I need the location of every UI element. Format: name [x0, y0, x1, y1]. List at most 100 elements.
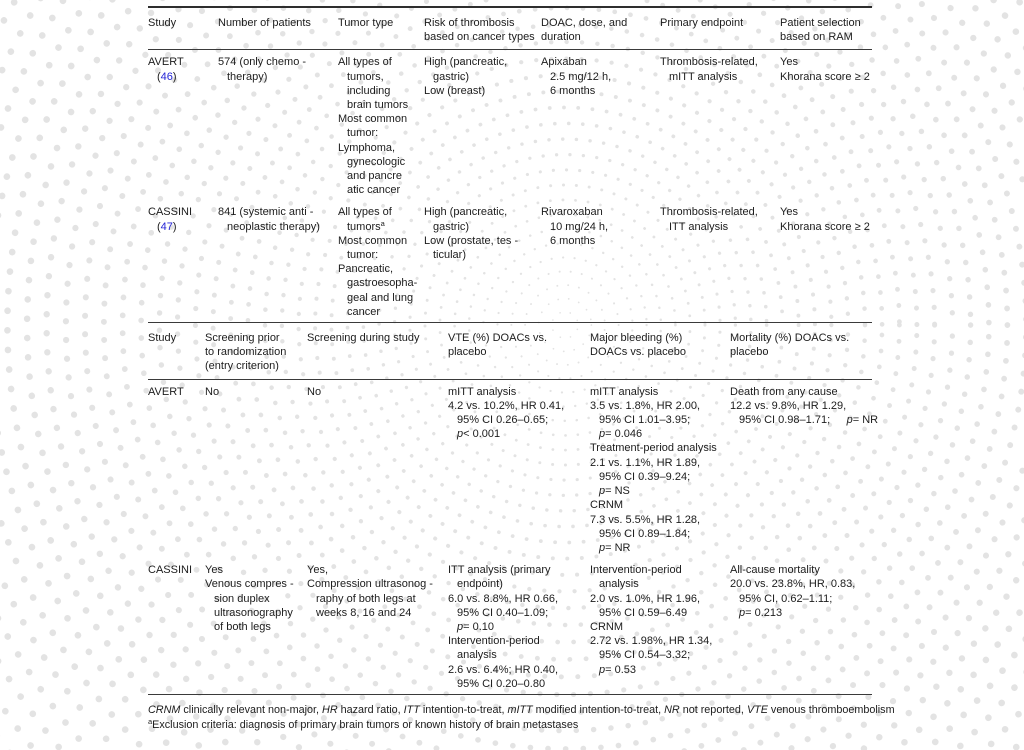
text-line: placebo [730, 346, 769, 359]
column-header: Risk of thrombosis based on cancer types [424, 16, 541, 44]
text-line: Patient selection [780, 17, 861, 29]
column-header: DOAC, dose, and duration [541, 16, 660, 44]
column-header: Tumor type [338, 16, 424, 30]
text-line: Primary endpoint [660, 17, 744, 29]
text-line: AVERT [148, 385, 184, 398]
text-line: 95% CI 0.40–1.09; [457, 606, 549, 619]
text-line: CRNM [590, 620, 623, 633]
table-cell: Thrombosis-related, mITT analysis [660, 55, 780, 83]
trial-design-header-row: Study Number of patients Tumor type Risk of… [148, 8, 872, 49]
text-line: mITT analysis [590, 385, 659, 398]
text-line: Mortality (%) DOACs vs. [730, 332, 850, 345]
text-line: 95% CI, 0.62–1.11; [739, 592, 833, 605]
text-line: Venous compres - [205, 578, 294, 591]
text-line: Screening during study [307, 332, 420, 345]
text-line: 10 mg/24 h, [550, 220, 609, 233]
table-cell: Yes, Compression ultrasonog - raphy of bot… [307, 563, 448, 620]
text-line: CRNM clinically relevant non-major, HR h… [148, 703, 948, 718]
italic-abbreviation: p [599, 663, 606, 676]
text-line: Risk of thrombosis [424, 17, 515, 29]
text-line: Screening prior [205, 332, 280, 345]
text-line: tumor: [347, 249, 379, 262]
text-line: Intervention-period [448, 635, 540, 648]
table-cell: CASSINI (47) [148, 205, 218, 233]
text-segment: Exclusion criteria: diagnosis of primary… [152, 718, 579, 731]
text-line: ultrasonography [214, 606, 293, 619]
table-cell: AVERT [148, 385, 205, 399]
table-row: AVERT (46) 574 (only chemo - therapy) All ty… [148, 50, 872, 200]
text-line: Most common [338, 113, 408, 126]
table-cell: mITT analysis 4.2 vs. 10.2%, HR 0.41, 95% … [448, 385, 590, 442]
text-segment: hazard ratio, [337, 703, 404, 716]
text-line: Rivaroxaban [541, 206, 603, 219]
text-line: of both legs [214, 620, 271, 633]
text-segment: = 0.10 [463, 620, 495, 633]
text-line: Pancreatic, [338, 263, 394, 276]
text-line: 7.3 vs. 5.5%, HR 1.28, [590, 513, 701, 526]
text-segment: = 0.53 [605, 663, 637, 676]
text-segment: intention-to-treat, [419, 703, 508, 716]
text-line: ticular) [433, 249, 467, 262]
text-line: weeks 8, 16 and 24 [316, 606, 412, 619]
text-line: Thrombosis-related, [660, 56, 758, 69]
text-line: gastric) [433, 70, 470, 83]
table-row: CASSINI Yes Venous compres - sion duplex ult… [148, 558, 872, 694]
table-cell: Apixaban 2.5 mg/12 h, 6 months [541, 55, 660, 98]
text-segment: clinically relevant non-major, [180, 703, 323, 716]
column-header: Number of patients [218, 16, 338, 30]
text-line: cancer [347, 305, 381, 318]
text-line: 2.6 vs. 6.4%; HR 0.40, [448, 663, 559, 676]
text-line: therapy) [227, 70, 268, 83]
text-segment: venous thromboembolism [767, 703, 895, 716]
text-line: 95% CI 0.54–3.32; [599, 649, 691, 662]
reference-link[interactable]: 47 [160, 220, 173, 233]
text-line: (entry criterion) [205, 360, 279, 373]
text-line: Khorana score ≥ 2 [780, 220, 870, 233]
text-line: Yes [780, 56, 798, 69]
text-line: mITT analysis [448, 385, 517, 398]
column-header: Screening prior to randomization (entry cr… [205, 331, 307, 374]
text-line: (46) [148, 70, 210, 84]
text-line: and pancre [347, 170, 403, 183]
text-segment: < 0.001 [463, 428, 501, 441]
text-line: tumorsa [338, 218, 416, 234]
column-header: Patient selection based on RAM [780, 16, 872, 44]
table-bottom-rule [148, 693, 872, 695]
table-cell: High (pancreatic, gastric) Low (prostate, … [424, 205, 541, 262]
text-line: 4.2 vs. 10.2%, HR 0.41, [448, 399, 565, 412]
italic-abbreviation: ITT [403, 703, 420, 716]
text-line: atic cancer [347, 184, 401, 197]
column-header: Mortality (%) DOACs vs. placebo [730, 331, 872, 359]
text-line: duration [541, 31, 581, 44]
text-line: No [205, 385, 220, 398]
italic-abbreviation: p [457, 620, 464, 633]
text-line: CASSINI [148, 564, 193, 577]
text-segment: tumors [347, 220, 381, 233]
text-line: p= 0.53 [590, 663, 722, 677]
table-cell: 841 (systemic anti - neoplastic therapy) [218, 205, 338, 233]
text-segment: ) [172, 220, 177, 233]
table-cell: All-cause mortality 20.0 vs. 23.8%, HR, 0… [730, 563, 872, 620]
text-line: aExclusion criteria: diagnosis of primar… [148, 718, 948, 733]
italic-abbreviation: CRNM [148, 703, 181, 716]
text-line: p= 0.046 [590, 427, 722, 441]
trial-design-body: AVERT (46) 574 (only chemo - therapy) All ty… [148, 50, 872, 322]
text-line: 2.0 vs. 1.0%, HR 1.96, [590, 592, 701, 605]
text-line: Lymphoma, [338, 141, 396, 154]
text-line: tumor: [347, 127, 379, 140]
text-line: brain tumors [347, 99, 409, 112]
text-line: 95% CI 0.39–9.24; [599, 470, 691, 483]
reference-link[interactable]: 46 [160, 70, 173, 83]
table-cell: Intervention-period analysis 2.0 vs. 1.0%,… [590, 563, 730, 677]
table-cell: All types of tumors, including brain tumors… [338, 55, 424, 197]
column-header: Primary endpoint [660, 16, 780, 30]
text-line: Low (prostate, tes - [424, 234, 519, 247]
text-line: High (pancreatic, [424, 56, 508, 69]
italic-abbreviation: p [846, 414, 853, 427]
italic-abbreviation: HR [322, 703, 338, 716]
text-line: p= NS [590, 484, 722, 498]
text-line: Study [148, 332, 177, 345]
table-cell: Death from any cause 12.2 vs. 9.8%, HR 1.… [730, 385, 878, 428]
footnotes: CRNM clinically relevant non-major, HR h… [148, 703, 948, 733]
superscript-marker: a [380, 218, 385, 228]
